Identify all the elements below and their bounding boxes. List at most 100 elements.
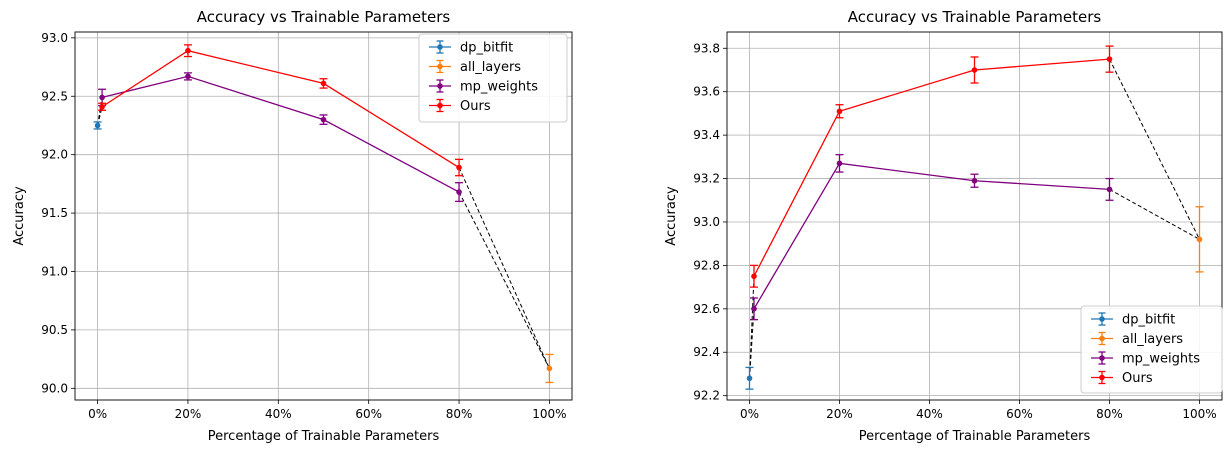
y-tick-label: 92.0 (41, 148, 68, 162)
series-line (753, 58, 1110, 277)
data-point (1106, 56, 1113, 62)
x-tick-label: 80% (1096, 407, 1123, 421)
legend-label: mp_weights (1122, 352, 1200, 367)
y-tick-label: 91.0 (41, 264, 68, 278)
y-tick-label: 90.0 (41, 381, 68, 395)
chart-panel-2: 0% 20% 40% 60% 80% 100% 92.2 92.4 92.6 92.8 93.0 93… (664, 8, 1223, 444)
data-point (1106, 186, 1113, 193)
legend-label: Ours (1122, 371, 1153, 386)
legend-marker (1099, 335, 1105, 342)
dashed-connector (1109, 58, 1200, 240)
data-point (185, 73, 191, 80)
series-line (101, 49, 460, 169)
legend-label: Ours (460, 99, 491, 114)
series-all-layers (1195, 206, 1204, 273)
data-point (99, 103, 105, 110)
x-tick-label: 0% (740, 407, 759, 421)
x-axis-label: Percentage of Trainable Parameters (859, 429, 1091, 444)
data-point (456, 189, 462, 195)
legend-item: dp_bitfit (1091, 312, 1175, 328)
y-tick-label: 92.5 (41, 89, 68, 103)
data-point (971, 177, 978, 184)
data-point (546, 365, 553, 372)
data-point (836, 108, 843, 115)
series-dp-bitfit (93, 121, 102, 130)
legend-marker (437, 63, 443, 70)
data-point (456, 164, 462, 171)
legend-marker (437, 83, 443, 89)
x-tick-label: 20% (175, 407, 202, 421)
y-tick-label: 92.6 (693, 302, 720, 316)
y-tick-label: 93.2 (693, 172, 720, 186)
x-tick-label: 40% (265, 407, 292, 421)
y-tick-label: 92.8 (693, 258, 720, 272)
legend-item: all_layers (429, 59, 521, 75)
legend-label: dp_bitfit (460, 41, 513, 56)
y-axis-label: Accuracy (664, 186, 679, 246)
series-Ours (98, 44, 464, 177)
data-point (751, 273, 757, 280)
y-tick-label: 92.4 (693, 345, 720, 359)
data-point (320, 116, 327, 123)
legend-box (1080, 305, 1223, 394)
data-point (185, 47, 191, 54)
legend-item: Ours (429, 98, 491, 114)
legend-box (418, 33, 568, 123)
y-tick-label: 92.2 (693, 389, 720, 403)
x-tick-label: 40% (916, 407, 943, 421)
legend-item: mp_weights (1091, 351, 1200, 367)
dashed-connector (749, 276, 755, 379)
data-point (94, 122, 101, 129)
legend-label: dp_bitfit (1122, 313, 1175, 328)
y-tick-label: 91.5 (41, 206, 68, 220)
legend-label: all_layers (460, 60, 521, 75)
legend-label: all_layers (1122, 332, 1183, 347)
legend-item: dp_bitfit (429, 40, 513, 56)
y-axis-label: Accuracy (12, 186, 27, 246)
legend: dp_bitfit all_layers mp_weights Ours (1080, 305, 1223, 394)
x-tick-label: 20% (826, 407, 853, 421)
x-tick-label: 60% (1006, 407, 1033, 421)
chart-title: Accuracy vs Trainable Parameters (848, 8, 1102, 26)
x-tick-label: 100% (532, 407, 566, 421)
dashed-connector (97, 97, 103, 126)
legend-marker (1099, 374, 1105, 381)
legend-marker (1099, 316, 1105, 322)
chart-title: Accuracy vs Trainable Parameters (197, 8, 451, 26)
legend: dp_bitfit all_layers mp_weights Ours (418, 33, 568, 123)
legend-marker (437, 44, 443, 50)
axes-frame (74, 31, 573, 401)
data-point (751, 306, 757, 312)
series-mp-weights (750, 154, 1114, 321)
legend-label: mp_weights (460, 80, 538, 95)
chart-panel-1: 0% 20% 40% 60% 80% 100% 90.0 90.5 91.0 91.5 92.0 92… (12, 8, 573, 444)
legend-item: all_layers (1091, 331, 1183, 347)
y-tick-label: 93.0 (693, 215, 720, 229)
dashed-connector (749, 308, 755, 379)
legend-item: Ours (1091, 370, 1153, 386)
y-tick-label: 93.0 (41, 31, 68, 45)
x-tick-label: 100% (1182, 407, 1216, 421)
legend-marker (1099, 355, 1105, 361)
data-point (320, 80, 327, 87)
y-tick-label: 93.8 (693, 41, 720, 55)
legend-item: mp_weights (429, 79, 538, 95)
dashed-connector (1109, 188, 1200, 240)
series-Ours (750, 45, 1114, 288)
y-tick-label: 93.6 (693, 85, 720, 99)
data-point (1196, 236, 1203, 243)
y-tick-label: 90.5 (41, 323, 68, 337)
axes-frame (726, 31, 1223, 401)
data-point (746, 375, 753, 382)
data-point (99, 94, 105, 101)
data-point (836, 160, 843, 167)
series-line (101, 75, 460, 193)
series-mp-weights (98, 72, 464, 203)
x-axis-label: Percentage of Trainable Parameters (208, 429, 440, 444)
x-tick-label: 60% (355, 407, 382, 421)
series-all-layers (545, 353, 554, 384)
x-tick-label: 80% (446, 407, 473, 421)
series-line (753, 162, 1110, 310)
x-tick-label: 0% (88, 407, 107, 421)
dashed-connector (458, 167, 550, 369)
